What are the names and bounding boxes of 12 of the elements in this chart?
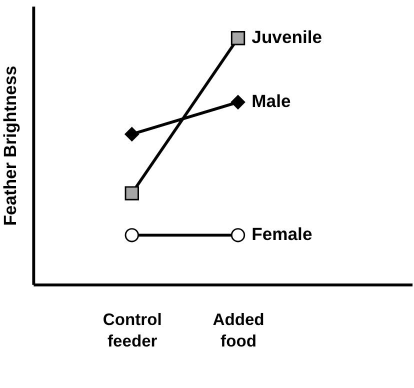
point: [124, 186, 139, 200]
series-label: Juvenile: [252, 27, 322, 48]
series-label: Female: [252, 224, 312, 244]
point: [230, 31, 246, 46]
point: [230, 228, 246, 242]
point: [124, 228, 139, 242]
point: [230, 95, 246, 110]
x-tick-label: Control feeder: [102, 310, 162, 350]
y-axis-title: Feather Brightness: [0, 66, 20, 226]
x-tick-label: Added food: [212, 310, 264, 350]
point: [124, 127, 139, 142]
series-label: Male: [252, 91, 291, 112]
